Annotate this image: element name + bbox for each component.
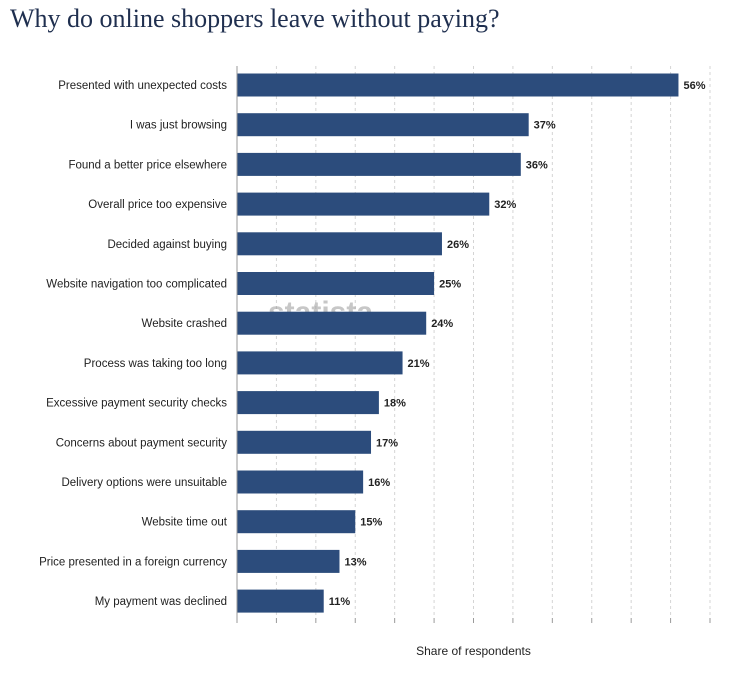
value-label: 36% xyxy=(526,159,548,171)
x-axis-ticks xyxy=(236,618,711,623)
bar xyxy=(237,589,324,613)
value-label: 26% xyxy=(447,239,469,251)
bar xyxy=(237,73,679,97)
value-label: 32% xyxy=(494,199,516,211)
bar xyxy=(237,113,529,137)
category-label: Found a better price elsewhere xyxy=(68,159,227,171)
category-label: Website crashed xyxy=(142,318,227,330)
category-label: Concerns about payment security xyxy=(56,437,228,449)
bar xyxy=(237,430,372,454)
category-label: Price presented in a foreign currency xyxy=(39,556,227,568)
value-label: 25% xyxy=(439,279,461,291)
bar xyxy=(237,232,442,256)
bar xyxy=(237,391,379,415)
category-label: Presented with unexpected costs xyxy=(58,80,227,92)
category-label: Website time out xyxy=(142,517,228,529)
value-label: 37% xyxy=(534,120,556,132)
bar xyxy=(237,351,403,375)
bar xyxy=(237,152,521,176)
value-label: 21% xyxy=(408,358,430,370)
value-label: 13% xyxy=(344,556,366,568)
category-label: Process was taking too long xyxy=(84,358,227,370)
bar xyxy=(237,311,427,335)
category-label: Excessive payment security checks xyxy=(46,398,227,410)
value-label: 18% xyxy=(384,398,406,410)
chart-grid xyxy=(275,66,711,618)
chart-bars: Presented with unexpected costs 56% I was … xyxy=(39,73,706,613)
bar xyxy=(237,272,435,295)
bar xyxy=(237,192,490,216)
category-label: Website navigation too complicated xyxy=(46,279,227,291)
value-label: 15% xyxy=(360,517,382,529)
category-label: Overall price too expensive xyxy=(88,199,227,211)
bar xyxy=(237,470,364,494)
category-label: Delivery options were unsuitable xyxy=(61,477,227,489)
value-label: 17% xyxy=(376,437,398,449)
value-label: 16% xyxy=(368,477,390,489)
value-label: 11% xyxy=(329,596,351,608)
category-label: My payment was declined xyxy=(95,596,227,608)
value-label: 56% xyxy=(683,80,705,92)
page-title: Why do online shoppers leave without pay… xyxy=(10,4,500,33)
x-axis-title: Share of respondents xyxy=(416,644,531,658)
bar xyxy=(237,510,356,534)
category-label: Decided against buying xyxy=(107,239,227,251)
bar xyxy=(237,549,340,573)
value-label: 24% xyxy=(431,318,453,330)
category-label: I was just browsing xyxy=(130,120,227,132)
